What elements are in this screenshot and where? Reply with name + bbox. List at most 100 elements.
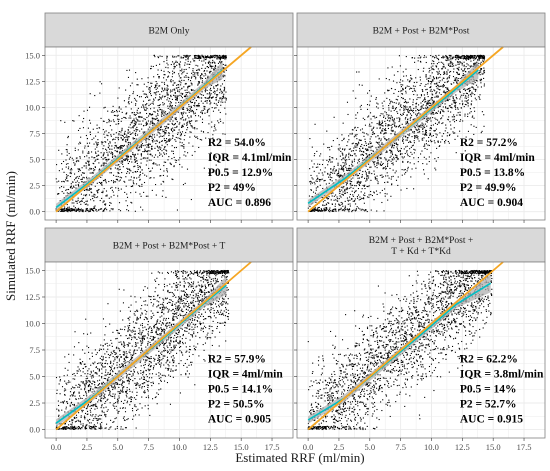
scatter-point [470, 57, 472, 59]
scatter-point [205, 100, 207, 102]
scatter-point [112, 182, 115, 184]
scatter-point [328, 202, 330, 204]
scatter-point [396, 99, 399, 101]
scatter-point [459, 103, 461, 105]
scatter-point [204, 67, 206, 69]
scatter-point [435, 111, 437, 114]
scatter-point [351, 198, 353, 200]
scatter-point [387, 139, 389, 141]
scatter-point [66, 209, 68, 211]
scatter-point [452, 57, 454, 59]
scatter-point [407, 134, 409, 136]
scatter-point [99, 127, 101, 129]
scatter-point [194, 97, 196, 99]
scatter-point [360, 139, 362, 142]
scatter-point [148, 88, 150, 90]
scatter-point [163, 161, 165, 163]
scatter-point [118, 164, 120, 166]
scatter-point [482, 57, 484, 59]
scatter-point [431, 99, 434, 101]
scatter-point [398, 120, 400, 123]
scatter-point [167, 76, 169, 78]
scatter-point [366, 175, 368, 177]
scatter-point [361, 197, 363, 199]
scatter-point [126, 205, 129, 207]
scatter-point [331, 195, 333, 197]
scatter-point [88, 211, 90, 213]
scatter-point [190, 109, 192, 111]
scatter-point [209, 64, 211, 66]
scatter-point [341, 140, 343, 142]
scatter-point [149, 103, 151, 105]
scatter-point [120, 137, 122, 139]
scatter-point [413, 131, 416, 133]
scatter-point [194, 97, 196, 99]
scatter-point [397, 112, 399, 114]
scatter-point [156, 87, 159, 89]
scatter-point [167, 105, 169, 107]
scatter-point [160, 69, 162, 71]
scatter-point [474, 58, 476, 60]
scatter-point [170, 102, 172, 104]
scatter-point [148, 146, 150, 148]
scatter-point [172, 137, 174, 139]
scatter-point [467, 103, 469, 105]
scatter-point [483, 71, 486, 73]
facet-title: B2M + Post + B2M*Post [373, 27, 470, 37]
scatter-point [161, 195, 163, 197]
scatter-point [460, 94, 462, 96]
scatter-point [364, 187, 366, 190]
scatter-point [180, 84, 182, 86]
scatter-point [217, 83, 219, 85]
scatter-point [79, 141, 81, 143]
scatter-point [424, 134, 426, 136]
scatter-point [147, 144, 149, 146]
scatter-point [128, 160, 130, 163]
scatter-point [181, 124, 184, 126]
scatter-point [207, 56, 209, 58]
scatter-point [441, 135, 443, 137]
scatter-point [370, 166, 372, 168]
scatter-point [423, 56, 425, 59]
scatter-point [204, 91, 206, 93]
smooth-confidence-band [308, 61, 479, 207]
scatter-point [206, 56, 208, 58]
scatter-point [134, 97, 136, 99]
scatter-point [384, 157, 386, 159]
scatter-point [387, 125, 389, 127]
scatter-point [144, 144, 146, 146]
scatter-point [207, 109, 209, 111]
scatter-point [126, 136, 128, 138]
scatter-point [70, 210, 73, 212]
scatter-point [111, 154, 114, 156]
scatter-point [457, 58, 459, 61]
scatter-point [141, 183, 143, 185]
scatter-point [167, 127, 169, 129]
scatter-point [389, 156, 391, 158]
scatter-point [351, 181, 353, 183]
scatter-point [104, 203, 106, 205]
scatter-point [119, 176, 121, 178]
scatter-point [151, 139, 153, 142]
scatter-point [467, 113, 469, 115]
scatter-point [74, 147, 76, 149]
scatter-point [133, 183, 135, 185]
scatter-point [125, 136, 127, 138]
scatter-point [73, 186, 75, 188]
scatter-point [102, 192, 104, 194]
scatter-point [467, 55, 469, 57]
scatter-point [137, 107, 139, 109]
scatter-point [132, 182, 134, 184]
scatter-point [198, 97, 200, 99]
scatter-point [164, 125, 166, 128]
scatter-point [194, 73, 196, 75]
scatter-point [191, 101, 194, 103]
scatter-point [137, 153, 139, 155]
scatter-point [154, 154, 157, 156]
scatter-point [144, 93, 146, 95]
scatter-point [151, 118, 153, 120]
scatter-point [379, 192, 381, 194]
scatter-point [199, 76, 201, 78]
scatter-point [151, 148, 153, 150]
scatter-point [164, 146, 166, 148]
